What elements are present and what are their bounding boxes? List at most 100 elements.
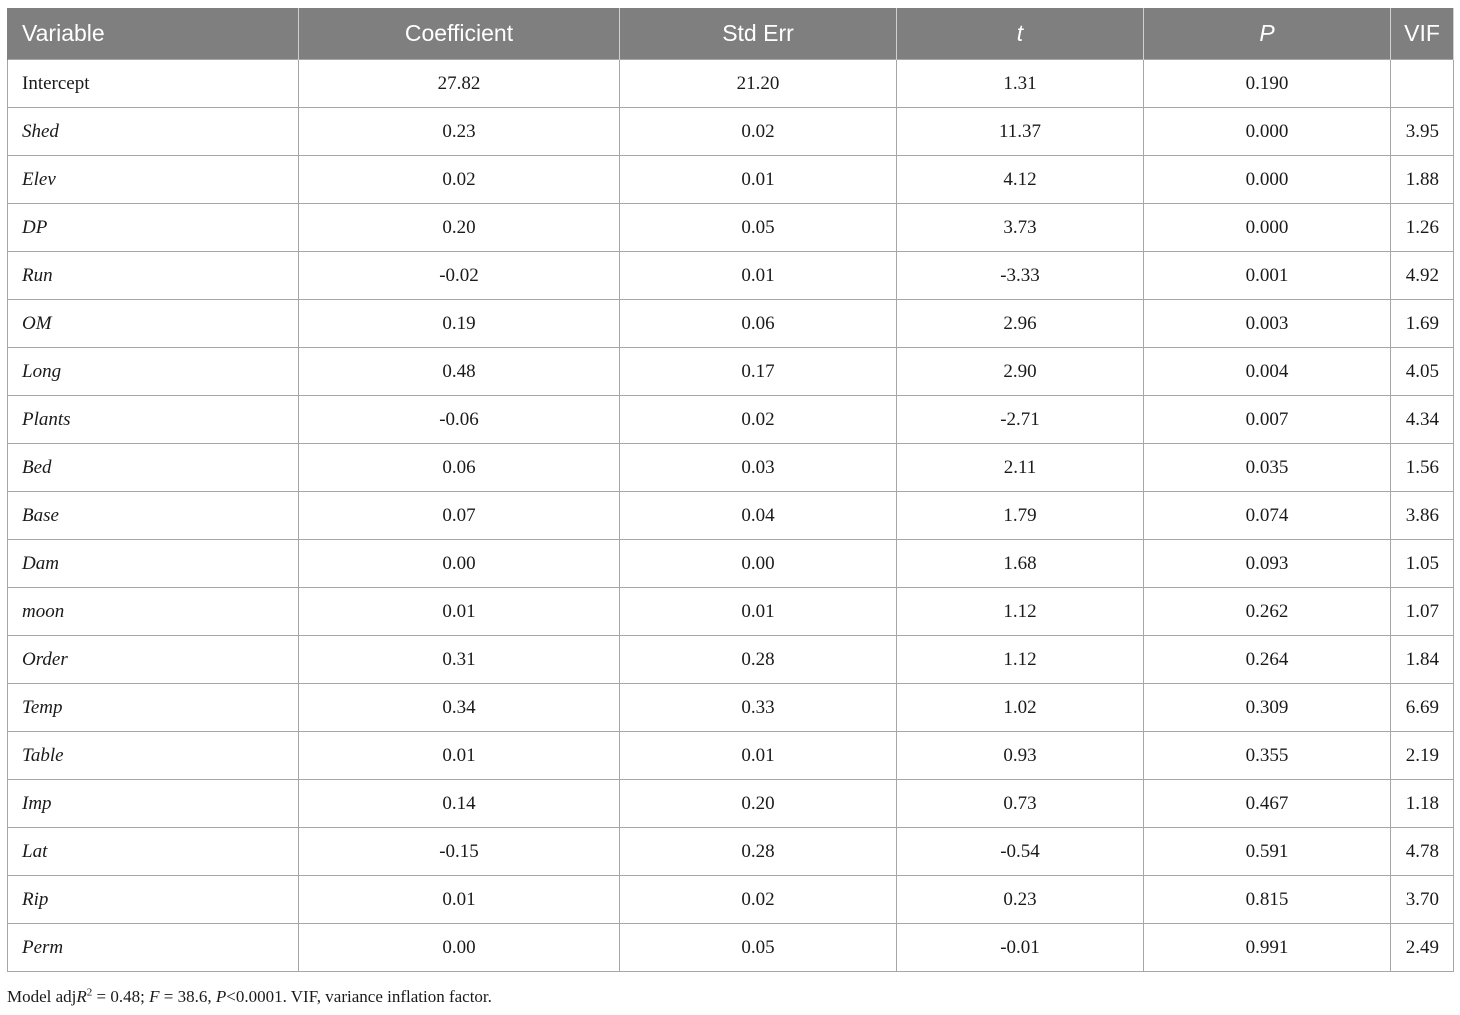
cell-coefficient: 0.07: [298, 491, 620, 540]
cell-t: 0.73: [896, 779, 1144, 828]
table-row: Long 0.48 0.17 2.90 0.004 4.05: [7, 347, 1454, 396]
cell-std-err: 0.02: [619, 395, 897, 444]
table-row: DP 0.20 0.05 3.73 0.000 1.26: [7, 203, 1454, 252]
cell-std-err: 21.20: [619, 59, 897, 108]
table-row: Table 0.01 0.01 0.93 0.355 2.19: [7, 731, 1454, 780]
cell-t: -3.33: [896, 251, 1144, 300]
cell-p: 0.309: [1143, 683, 1391, 732]
cell-vif: 1.18: [1390, 779, 1454, 828]
table-row: moon 0.01 0.01 1.12 0.262 1.07: [7, 587, 1454, 636]
cell-vif: 1.07: [1390, 587, 1454, 636]
table-row: Rip 0.01 0.02 0.23 0.815 3.70: [7, 875, 1454, 924]
footnote-r-exponent: 2: [86, 986, 93, 999]
cell-vif: 4.78: [1390, 827, 1454, 876]
cell-variable: Table: [7, 731, 299, 780]
cell-t: 4.12: [896, 155, 1144, 204]
cell-coefficient: 0.01: [298, 587, 620, 636]
table-row: Temp 0.34 0.33 1.02 0.309 6.69: [7, 683, 1454, 732]
footnote-r-symbol: R: [76, 987, 87, 1006]
cell-coefficient: 0.34: [298, 683, 620, 732]
cell-coefficient: 0.19: [298, 299, 620, 348]
cell-coefficient: -0.02: [298, 251, 620, 300]
cell-variable: Plants: [7, 395, 299, 444]
cell-t: 0.93: [896, 731, 1144, 780]
cell-t: -0.54: [896, 827, 1144, 876]
cell-variable: Perm: [7, 923, 299, 972]
cell-variable: Intercept: [7, 59, 299, 108]
cell-std-err: 0.01: [619, 155, 897, 204]
cell-std-err: 0.06: [619, 299, 897, 348]
cell-coefficient: 0.14: [298, 779, 620, 828]
cell-t: -2.71: [896, 395, 1144, 444]
footnote-r-value: = 0.48;: [92, 987, 150, 1006]
cell-p: 0.815: [1143, 875, 1391, 924]
cell-std-err: 0.28: [619, 635, 897, 684]
cell-t: 1.02: [896, 683, 1144, 732]
cell-p: 0.355: [1143, 731, 1391, 780]
cell-coefficient: 0.01: [298, 875, 620, 924]
cell-t: 0.23: [896, 875, 1144, 924]
cell-t: 11.37: [896, 107, 1144, 156]
table-body: Intercept 27.82 21.20 1.31 0.190 Shed 0.23 0.02…: [7, 59, 1454, 972]
header-t: t: [896, 8, 1144, 60]
table-row: Dam 0.00 0.00 1.68 0.093 1.05: [7, 539, 1454, 588]
cell-variable: DP: [7, 203, 299, 252]
cell-p: 0.003: [1143, 299, 1391, 348]
footnote-f-value: = 38.6,: [159, 987, 216, 1006]
cell-std-err: 0.28: [619, 827, 897, 876]
cell-vif: 4.05: [1390, 347, 1454, 396]
cell-t: -0.01: [896, 923, 1144, 972]
cell-variable: Long: [7, 347, 299, 396]
cell-variable: Lat: [7, 827, 299, 876]
cell-vif: 2.19: [1390, 731, 1454, 780]
table-row: Base 0.07 0.04 1.79 0.074 3.86: [7, 491, 1454, 540]
cell-variable: OM: [7, 299, 299, 348]
cell-coefficient: 0.01: [298, 731, 620, 780]
cell-vif: 1.69: [1390, 299, 1454, 348]
cell-coefficient: 0.48: [298, 347, 620, 396]
cell-std-err: 0.05: [619, 923, 897, 972]
cell-t: 3.73: [896, 203, 1144, 252]
header-std-err: Std Err: [619, 8, 897, 60]
header-vif: VIF: [1390, 8, 1454, 60]
cell-coefficient: 0.02: [298, 155, 620, 204]
cell-vif: 6.69: [1390, 683, 1454, 732]
cell-coefficient: 0.00: [298, 539, 620, 588]
cell-t: 1.31: [896, 59, 1144, 108]
header-variable: Variable: [7, 8, 299, 60]
cell-t: 2.11: [896, 443, 1144, 492]
cell-std-err: 0.17: [619, 347, 897, 396]
table-row: Elev 0.02 0.01 4.12 0.000 1.88: [7, 155, 1454, 204]
table-row: Plants -0.06 0.02 -2.71 0.007 4.34: [7, 395, 1454, 444]
cell-std-err: 0.05: [619, 203, 897, 252]
cell-vif: 1.56: [1390, 443, 1454, 492]
cell-variable: Rip: [7, 875, 299, 924]
cell-p: 0.000: [1143, 155, 1391, 204]
cell-p: 0.000: [1143, 107, 1391, 156]
cell-variable: Dam: [7, 539, 299, 588]
cell-variable: moon: [7, 587, 299, 636]
cell-t: 2.96: [896, 299, 1144, 348]
cell-vif: 3.95: [1390, 107, 1454, 156]
footnote-model-prefix: Model adj: [7, 987, 77, 1006]
cell-coefficient: 27.82: [298, 59, 620, 108]
footnote-p-symbol: P: [215, 987, 227, 1006]
cell-p: 0.591: [1143, 827, 1391, 876]
cell-p: 0.007: [1143, 395, 1391, 444]
cell-p: 0.190: [1143, 59, 1391, 108]
header-p: P: [1143, 8, 1391, 60]
cell-vif: 3.86: [1390, 491, 1454, 540]
cell-p: 0.093: [1143, 539, 1391, 588]
cell-std-err: 0.33: [619, 683, 897, 732]
cell-p: 0.074: [1143, 491, 1391, 540]
cell-std-err: 0.02: [619, 875, 897, 924]
cell-p: 0.035: [1143, 443, 1391, 492]
table-row: Shed 0.23 0.02 11.37 0.000 3.95: [7, 107, 1454, 156]
table-row: OM 0.19 0.06 2.96 0.003 1.69: [7, 299, 1454, 348]
cell-vif: 1.05: [1390, 539, 1454, 588]
cell-variable: Imp: [7, 779, 299, 828]
table-footnote: Model adjR2 = 0.48; F = 38.6, P<0.0001. …: [7, 987, 492, 1007]
cell-variable: Base: [7, 491, 299, 540]
cell-variable: Bed: [7, 443, 299, 492]
cell-std-err: 0.00: [619, 539, 897, 588]
